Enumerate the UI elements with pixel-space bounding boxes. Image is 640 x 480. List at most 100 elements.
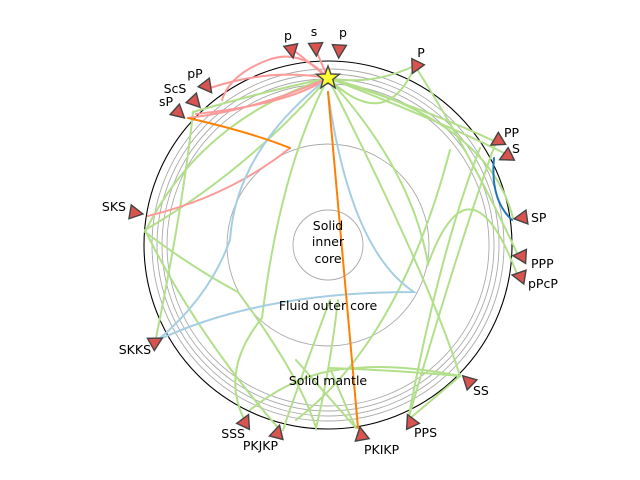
ray-SP [327, 77, 514, 219]
k-wave-rays [157, 77, 418, 341]
station-label: p [339, 25, 347, 40]
ray-SKKS-2 [157, 91, 418, 341]
station-label: P [417, 45, 425, 60]
station-ss: SS [461, 374, 489, 398]
ray-SSS [234, 77, 329, 420]
station-pkikp: PKIKP [354, 425, 400, 457]
station-label: pPcP [528, 276, 558, 291]
inner-core-label-3: core [314, 251, 341, 266]
station-sks: SKS [102, 199, 145, 220]
station-scs: ScS [164, 81, 202, 109]
triangle-icon [405, 413, 421, 431]
station-s: s [307, 24, 324, 58]
triangle-icon [461, 374, 479, 392]
station-sp: sP [159, 94, 186, 119]
station-label: sP [159, 94, 174, 109]
ray-pP-left [155, 77, 329, 339]
station-pkjkp: PKJKP [243, 423, 284, 453]
ray-PP-2 [327, 77, 507, 155]
triangle-icon [411, 57, 426, 75]
station-label: PP [504, 125, 520, 140]
ray-ScS-orange [187, 117, 291, 149]
station-label: PPP [531, 256, 554, 271]
triangle-icon [331, 43, 348, 60]
ray-SKKS [157, 77, 329, 341]
triangle-icon [510, 269, 527, 286]
ray-P [327, 65, 415, 82]
ray-PPS [406, 147, 481, 423]
station-label: PPS [414, 425, 437, 440]
ray-PPS-2 [407, 141, 497, 421]
triangle-icon [498, 146, 516, 161]
ray-deep-5 [295, 149, 451, 421]
station-label: SSS [221, 426, 245, 441]
ray-paths [143, 49, 519, 432]
station-label: p [284, 28, 292, 43]
i-wave-rays [187, 91, 359, 429]
ray-ScS [195, 77, 329, 115]
star-icon [314, 63, 342, 90]
ray-deep-3 [295, 359, 357, 429]
ray-Sdiff [492, 157, 513, 221]
triangle-icon [511, 248, 528, 265]
earth-surface [143, 60, 513, 430]
station-pp: pP [187, 66, 213, 94]
triangle-icon [146, 337, 164, 352]
station-label: SP [531, 210, 547, 225]
inner-core-label-1: Solid [313, 218, 343, 233]
triangle-icon [512, 208, 529, 226]
ray-deep-4 [249, 366, 461, 411]
station-label: SS [473, 383, 489, 398]
triangle-icon [354, 425, 371, 442]
station-label: PKIKP [364, 442, 400, 457]
station-ppcp: pPcP [510, 269, 558, 291]
ray-PPP [327, 63, 519, 256]
station-label: S [512, 141, 520, 156]
station-s: S [498, 141, 520, 161]
core-mantle-boundary [226, 143, 430, 347]
ray-SS [327, 77, 462, 429]
station-label: PKJKP [243, 438, 279, 453]
triangle-icon [235, 413, 251, 431]
inner-core-label-2: inner [312, 234, 345, 249]
station-ppp: PPP [511, 248, 554, 271]
triangle-icon [196, 76, 213, 94]
stations: p s pPpPScSsPPPSSPPPPpPcPSKSSKKSSSPPSPKIKP… [102, 24, 558, 457]
triangle-icon [489, 131, 507, 146]
station-p: P [411, 45, 426, 75]
mantle-label: Solid mantle [289, 373, 368, 388]
ray-PKIKP [327, 91, 359, 429]
outer-core-label: Fluid outer core [279, 298, 378, 313]
station-label: SKKS [119, 342, 151, 357]
triangle-icon [268, 423, 284, 441]
ray-pP [209, 73, 329, 89]
triangle-icon [184, 91, 202, 109]
ray-deep-1 [237, 291, 339, 432]
station-label: s [311, 24, 318, 39]
ray-sP [187, 77, 329, 119]
ray-SKS [147, 147, 291, 217]
source [314, 63, 342, 90]
triangle-icon [128, 203, 145, 220]
station-pps: PPS [405, 413, 437, 440]
triangle-icon [168, 102, 186, 119]
station-sss: SSS [221, 413, 251, 441]
station-label: SKS [102, 199, 126, 214]
layer-labels: Solid inner core Fluid outer core Solid … [279, 218, 378, 388]
inner-core-boundary [292, 209, 364, 281]
station-label: ScS [164, 81, 187, 96]
ray-SKS-left [143, 77, 329, 293]
station-pp: PP [489, 125, 520, 146]
station-p: p [331, 25, 348, 60]
triangle-icon [282, 42, 299, 60]
triangle-icon [307, 41, 324, 58]
ray-deep-2 [282, 299, 331, 431]
p-wave-rays [143, 63, 519, 432]
station-p: p [282, 28, 299, 60]
ray-PKJKP [143, 77, 329, 431]
mantle-discontinuity-4 [166, 83, 490, 407]
station-label: pP [187, 66, 203, 81]
diffracted-rays [492, 157, 513, 221]
ray-pPcP [327, 77, 518, 275]
